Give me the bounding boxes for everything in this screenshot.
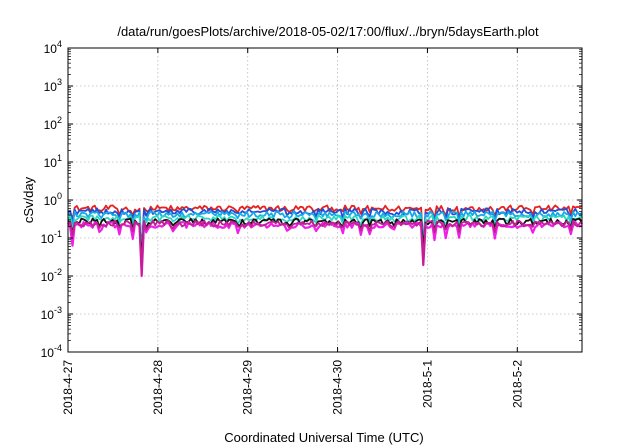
y-tick-label: 102 xyxy=(44,115,62,132)
ticks: 10-4 10-3 10-2 10-1 100 101 102 103 104 2018-4-27… xyxy=(41,39,582,415)
series-line-7 xyxy=(67,219,583,276)
y-tick-label: 103 xyxy=(44,77,62,94)
y-tick-label: 10-2 xyxy=(41,267,62,284)
chart-title: /data/run/goesPlots/archive/2018-05-02/1… xyxy=(117,24,539,39)
y-axis-label: cSv/day xyxy=(21,176,36,223)
grid xyxy=(67,47,582,353)
y-tick-label: 10-3 xyxy=(41,305,62,322)
x-tick-label: 2018-5-2 xyxy=(510,360,524,408)
y-tick-label: 10-1 xyxy=(41,229,62,246)
series-layer xyxy=(66,204,583,278)
x-tick-label: 2018-4-28 xyxy=(151,360,165,415)
x-tick-label: 2018-5-1 xyxy=(420,360,434,408)
y-tick-label: 100 xyxy=(44,191,62,208)
y-tick-label: 101 xyxy=(44,153,62,170)
y-tick-label: 10-4 xyxy=(41,343,62,360)
x-tick-label: 2018-4-30 xyxy=(331,360,345,415)
x-axis-label: Coordinated Universal Time (UTC) xyxy=(224,430,423,445)
y-tick-label: 104 xyxy=(44,39,62,56)
x-tick-label: 2018-4-29 xyxy=(241,360,255,415)
series-line-6 xyxy=(66,220,583,278)
x-tick-label: 2018-4-27 xyxy=(61,360,75,415)
series-line-3 xyxy=(67,210,583,256)
